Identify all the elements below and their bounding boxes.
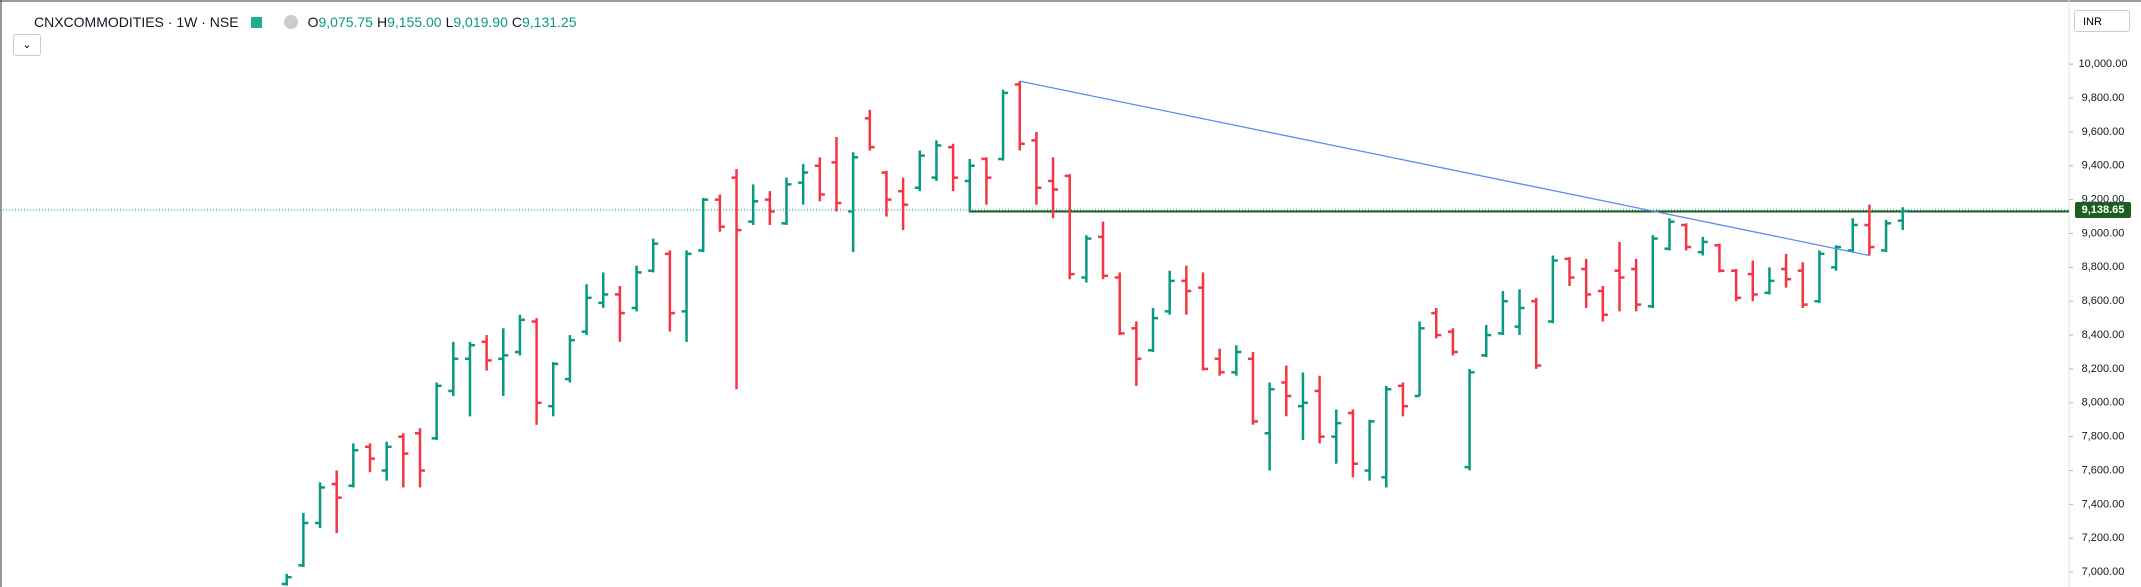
y-tick-label: 9,800.00 [2082,92,2125,104]
y-tick-label: 7,800.00 [2082,431,2125,443]
horizontal-line [968,203,2069,213]
last-price-label: 9,138.65 [2082,204,2125,216]
y-tick-label: 8,200.00 [2082,363,2125,375]
collapse-button[interactable]: ⌄ [13,34,41,56]
y-tick-label: 9,600.00 [2082,126,2125,138]
y-tick-label: 9,200.00 [2082,194,2125,206]
y-tick-label: 8,400.00 [2082,329,2125,341]
y-tick-label: 8,600.00 [2082,295,2125,307]
y-tick-label: 9,400.00 [2082,160,2125,172]
ohlc-value: 9,075.75 [318,14,373,30]
ohlc-value: 9,131.25 [522,14,577,30]
y-tick-label: 9,000.00 [2082,227,2125,239]
ohlc-key: L [445,14,454,30]
trend-line [1019,80,1870,257]
last-price-box [2075,202,2131,219]
ohlc-key: H [376,14,388,30]
header: CNXCOMMODITIES · 1W · NSE O9,075.75 H9,15… [0,0,577,44]
ohlc-key: C [511,14,522,30]
flag-icon [250,16,262,28]
y-tick-label: 8,800.00 [2082,261,2125,273]
y-tick-label: 7,400.00 [2082,498,2125,510]
ohlc-value: 9,019.90 [453,14,508,30]
y-tick-label: 7,200.00 [2082,532,2125,544]
ohlc-legend: O9,075.75 H9,155.00 L9,019.90 C9,131.25 [304,14,577,30]
y-tick-label: 7,600.00 [2082,464,2125,476]
ohlc-value: 9,155.00 [387,14,442,30]
currency-button[interactable]: INR [2074,10,2130,32]
status-icon [283,15,298,29]
y-tick-label: 10,000.00 [2079,58,2128,70]
y-tick-label: 8,000.00 [2082,397,2125,409]
ohlc-key: O [307,14,319,30]
y-tick-label: 7,000.00 [2082,566,2125,578]
symbol: CNXCOMMODITIES · 1W · NSE [34,14,239,30]
